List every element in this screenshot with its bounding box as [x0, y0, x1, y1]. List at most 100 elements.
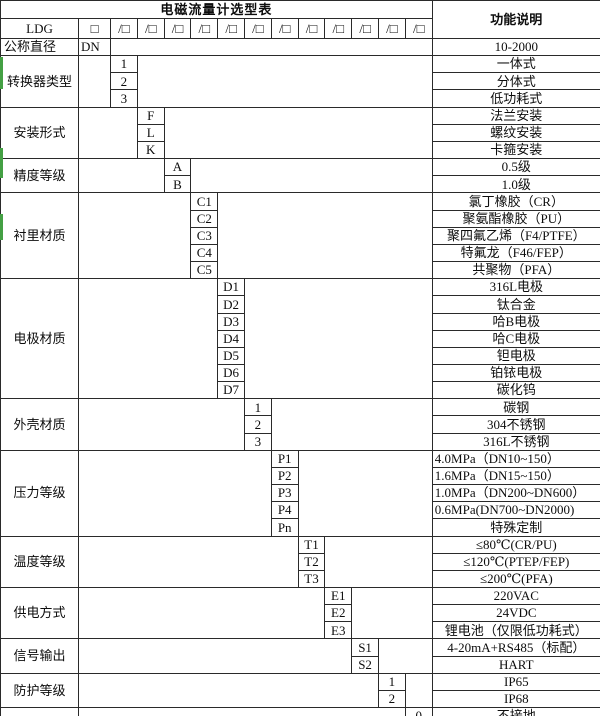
- code-cell: D1: [217, 278, 245, 297]
- description-cell: 法兰安装: [431, 106, 600, 125]
- model-code-box: /□: [377, 18, 406, 39]
- table-row: D5 钽电极: [1, 346, 600, 365]
- table-row: 3 316L不锈钢: [1, 432, 600, 451]
- model-code-box: /□: [217, 18, 245, 39]
- empty-filler-left: [78, 158, 165, 194]
- code-cell: C4: [190, 243, 219, 263]
- code-cell: D7: [217, 381, 245, 400]
- table-row: 电极材质 D1 316L电极: [0, 278, 600, 400]
- code-cell: 2: [377, 689, 406, 709]
- empty-filler-right: [404, 672, 433, 709]
- table-row: 2 IP68: [1, 689, 600, 709]
- model-code-box: /□: [163, 18, 192, 39]
- table-row: K 卡箍安装: [1, 140, 600, 160]
- model-prefix: LDG: [0, 18, 79, 39]
- page-title: 电磁流量计选型表: [0, 0, 433, 19]
- description-cell: IP68: [431, 689, 600, 709]
- empty-filler-left: [78, 55, 111, 108]
- code-cell: E3: [324, 621, 353, 640]
- empty-filler-left: [78, 449, 272, 537]
- code-cell: 3: [243, 432, 272, 451]
- code-cell: A: [163, 158, 192, 177]
- model-code-box: /□: [136, 18, 165, 39]
- table-row: 3 低功耗式: [1, 89, 600, 108]
- code-cell: B: [163, 175, 192, 194]
- code-cell: D4: [217, 329, 245, 348]
- empty-filler-left: [78, 398, 245, 451]
- category-label: 温度等级: [0, 535, 79, 589]
- code-cell: D2: [217, 295, 245, 314]
- code-cell: P4: [270, 501, 299, 520]
- category-label: 精度等级: [0, 158, 79, 194]
- table-row: 转换器类型 1 一体式: [0, 55, 600, 108]
- category-label: 转换器类型: [0, 55, 79, 108]
- code-cell: DN: [78, 37, 111, 57]
- description-cell: 0.6MPa(DN700~DN2000): [431, 501, 600, 520]
- description-cell: 特氟龙（F46/FEP）: [431, 243, 600, 263]
- empty-filler-right: [270, 398, 433, 451]
- description-cell: 钛合金: [431, 295, 600, 314]
- table-row: 2 分体式: [1, 72, 600, 91]
- empty-filler-right: [136, 55, 433, 108]
- description-cell: 螺纹安装: [431, 123, 600, 142]
- category-label: 公称直径: [0, 37, 79, 57]
- code-cell: L: [136, 123, 165, 142]
- description-cell: 卡箍安装: [431, 140, 600, 160]
- model-code-box: /□: [270, 18, 299, 39]
- table-row: 电磁流量计选型表 功能说明: [0, 0, 600, 39]
- table-row: D2 钛合金: [1, 295, 600, 314]
- description-cell: 特殊定制: [431, 518, 600, 537]
- empty-filler-left: [78, 707, 406, 716]
- category-label: 衬里材质: [0, 192, 79, 280]
- table-row: 温度等级 T1 ≤80℃(CR/PU): [0, 535, 600, 589]
- description-cell: 钽电极: [431, 346, 600, 365]
- code-cell: 2: [243, 415, 272, 434]
- description-cell: 碳化钨: [431, 381, 600, 400]
- description-cell: 1.0MPa（DN200~DN600）: [431, 484, 600, 503]
- table-row: 压力等级 P1 4.0MPa（DN10~150）: [0, 449, 600, 537]
- empty-filler-right: [110, 37, 433, 57]
- model-code-box: /□: [324, 18, 353, 39]
- description-cell: 1.0级: [431, 175, 600, 194]
- code-cell: P2: [270, 466, 299, 486]
- empty-filler-right: [297, 449, 433, 537]
- description-cell: 哈B电极: [431, 312, 600, 331]
- table-row: D3 哈B电极: [1, 312, 600, 331]
- description-cell: 一体式: [431, 55, 600, 74]
- empty-filler-left: [78, 672, 379, 709]
- category-label: 信号输出: [0, 638, 79, 674]
- description-cell: 不接地: [431, 707, 600, 716]
- empty-filler-left: [77, 638, 353, 674]
- table-row: 信号输出 S1 4-20mA+RS485（标配）: [0, 638, 600, 674]
- code-cell: S1: [351, 638, 379, 657]
- code-cell: D6: [217, 363, 245, 383]
- empty-filler-right: [351, 586, 433, 640]
- description-cell: 304不锈钢: [431, 415, 600, 434]
- description-cell: 分体式: [431, 72, 600, 91]
- description-cell: 4.0MPa（DN10~150）: [431, 449, 600, 468]
- description-cell: 氯丁橡胶（CR）: [431, 192, 600, 211]
- code-cell: 0: [404, 707, 433, 716]
- empty-filler-right: [217, 192, 433, 280]
- description-cell: 聚四氟乙烯（F4/PTFE）: [431, 226, 600, 245]
- model-code-box: /□: [190, 18, 219, 39]
- category-label: 压力等级: [0, 449, 79, 537]
- empty-filler-right: [324, 535, 433, 589]
- code-cell: 1: [243, 398, 272, 417]
- code-cell: D3: [217, 312, 245, 331]
- description-cell: 哈C电极: [431, 329, 600, 348]
- code-cell: C1: [190, 192, 219, 211]
- code-cell: 3: [110, 89, 138, 108]
- category-label: 外壳材质: [0, 398, 79, 451]
- description-cell: 低功耗式: [431, 89, 600, 108]
- table-row: 防护等级 1 IP65: [0, 672, 600, 709]
- empty-filler-left: [78, 535, 299, 589]
- empty-filler-left: [77, 192, 192, 280]
- code-cell: P1: [270, 449, 299, 468]
- table-row: 衬里材质 C1 氯丁橡胶（CR）: [0, 192, 600, 280]
- table-row: T3 ≤200℃(PFA): [1, 569, 600, 589]
- table-row: E2 24VDC: [1, 604, 600, 623]
- description-cell: 聚氨酯橡胶（PU）: [431, 209, 600, 228]
